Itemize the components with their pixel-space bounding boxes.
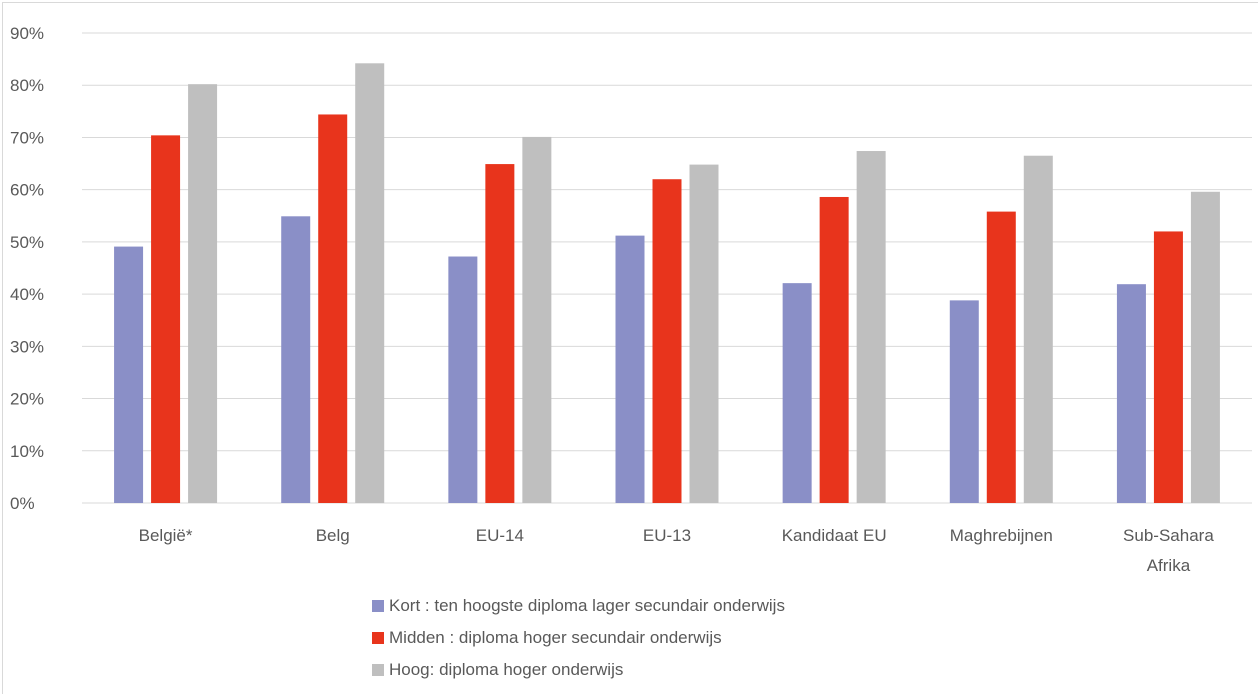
bar	[281, 216, 311, 504]
bar	[485, 164, 515, 504]
bar	[1023, 155, 1053, 503]
legend-item-hoog: Hoog: diploma hoger onderwijs	[372, 654, 785, 686]
x-category-label: Sub-Sahara	[1123, 526, 1214, 545]
y-tick-label: 10%	[10, 442, 44, 461]
y-tick-label: 50%	[10, 233, 44, 252]
bar	[522, 136, 552, 503]
bar-chart: 0%10%20%30%40%50%60%70%80%90% België* Bel…	[10, 24, 1252, 575]
bars	[114, 63, 1220, 504]
y-tick-label: 60%	[10, 181, 44, 200]
y-tick-label: 20%	[10, 390, 44, 409]
x-category-label: Belg	[316, 526, 350, 545]
legend-label-hoog: Hoog: diploma hoger onderwijs	[389, 660, 624, 679]
bar	[856, 151, 886, 503]
y-tick-label: 70%	[10, 128, 44, 147]
bar	[1116, 284, 1146, 503]
x-category-label: België*	[139, 526, 193, 545]
x-category-label: EU-14	[476, 526, 524, 545]
legend-item-midden: Midden : diploma hoger secundair onderwi…	[372, 622, 785, 654]
bar	[652, 179, 682, 503]
bar	[355, 63, 385, 504]
x-category-label: Kandidaat EU	[782, 526, 887, 545]
bar	[1153, 231, 1183, 503]
bar	[318, 114, 348, 503]
legend-item-kort: Kort : ten hoogste diploma lager secunda…	[372, 590, 785, 622]
bar	[151, 135, 181, 503]
legend: Kort : ten hoogste diploma lager secunda…	[372, 590, 785, 686]
legend-swatch-hoog	[372, 664, 384, 676]
legend-swatch-kort	[372, 600, 384, 612]
x-category-label: Afrika	[1147, 556, 1191, 575]
bar	[114, 246, 144, 504]
bar	[1190, 191, 1220, 503]
bar	[689, 164, 719, 503]
x-category-label: EU-13	[643, 526, 691, 545]
y-tick-label: 0%	[10, 494, 35, 513]
legend-swatch-midden	[372, 632, 384, 644]
legend-label-kort: Kort : ten hoogste diploma lager secunda…	[389, 596, 785, 615]
y-tick-label: 40%	[10, 285, 44, 304]
bar	[949, 300, 979, 503]
x-axis-labels: België* Belg EU-14 EU-13 Kandidaat EU Maghreb…	[139, 526, 1215, 575]
bar	[615, 235, 645, 503]
bar	[188, 84, 218, 503]
y-axis-ticks: 0% 10% 20% 30% 40% 50% 60% 70% 80% 90%	[10, 24, 44, 513]
bar	[448, 256, 478, 503]
y-tick-label: 80%	[10, 76, 44, 95]
y-tick-label: 30%	[10, 337, 44, 356]
bar	[782, 283, 812, 503]
x-category-label: Maghrebijnen	[950, 526, 1053, 545]
legend-label-midden: Midden : diploma hoger secundair onderwi…	[389, 628, 722, 647]
bar	[986, 211, 1016, 503]
y-tick-label: 90%	[10, 24, 44, 43]
bar	[819, 196, 849, 503]
